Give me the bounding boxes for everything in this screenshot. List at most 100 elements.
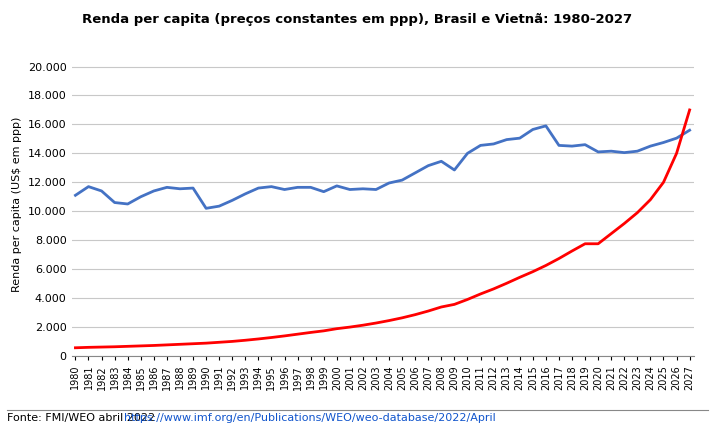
Text: Renda per capita (preços constantes em ppp), Brasil e Vietnã: 1980-2027: Renda per capita (preços constantes em p…	[82, 13, 633, 26]
Vietnã	[293, 332, 302, 337]
Vietnã	[162, 342, 171, 348]
Brasil	[332, 183, 341, 188]
Brasil	[137, 194, 145, 199]
Brasil	[202, 206, 210, 211]
Brasil	[306, 185, 315, 190]
Brasil	[345, 187, 354, 192]
Brasil	[424, 163, 433, 168]
Brasil	[149, 188, 158, 194]
Brasil	[320, 189, 328, 194]
Vietnã	[176, 342, 184, 347]
Brasil	[450, 168, 459, 173]
Vietnã	[633, 210, 641, 215]
Brasil	[359, 186, 368, 191]
Brasil	[162, 185, 171, 190]
Brasil	[228, 198, 237, 203]
Brasil	[607, 148, 616, 154]
Vietnã	[267, 335, 276, 340]
Brasil	[124, 201, 132, 207]
Vietnã	[254, 336, 262, 342]
Vietnã	[659, 180, 668, 185]
Brasil	[267, 184, 276, 189]
Brasil	[280, 187, 289, 192]
Brasil	[489, 141, 498, 147]
Brasil	[110, 200, 119, 205]
Vietnã	[411, 312, 420, 317]
Vietnã	[137, 343, 145, 349]
Brasil	[594, 149, 603, 155]
Vietnã	[241, 338, 250, 343]
Brasil	[398, 178, 406, 183]
Vietnã	[607, 231, 616, 236]
Vietnã	[149, 343, 158, 348]
Vietnã	[71, 345, 79, 350]
Vietnã	[320, 328, 328, 333]
Brasil	[241, 191, 250, 197]
Brasil	[659, 140, 668, 145]
Brasil	[254, 185, 262, 191]
Brasil	[476, 143, 485, 148]
Brasil	[555, 143, 563, 148]
Brasil	[672, 135, 681, 141]
Vietnã	[450, 302, 459, 307]
Vietnã	[516, 275, 524, 280]
Vietnã	[306, 330, 315, 335]
Y-axis label: Renda per capita (US$ em ppp): Renda per capita (US$ em ppp)	[12, 116, 22, 292]
Vietnã	[215, 340, 224, 345]
Brasil	[437, 159, 445, 164]
Vietnã	[332, 326, 341, 331]
Brasil	[372, 187, 380, 192]
Brasil	[646, 144, 655, 149]
Brasil	[568, 144, 576, 149]
Vietnã	[189, 341, 197, 346]
Brasil	[581, 142, 589, 147]
Vietnã	[372, 320, 380, 326]
Vietnã	[398, 315, 406, 320]
Vietnã	[541, 263, 550, 268]
Brasil	[385, 181, 393, 186]
Vietnã	[489, 286, 498, 292]
Vietnã	[476, 291, 485, 296]
Text: https://www.imf.org/en/Publications/WEO/weo-database/2022/April: https://www.imf.org/en/Publications/WEO/…	[124, 413, 496, 423]
Brasil	[633, 148, 641, 154]
Vietnã	[686, 107, 694, 112]
Vietnã	[110, 344, 119, 349]
Vietnã	[124, 344, 132, 349]
Vietnã	[620, 221, 628, 226]
Vietnã	[84, 345, 93, 350]
Vietnã	[581, 241, 589, 247]
Vietnã	[672, 151, 681, 156]
Brasil	[176, 186, 184, 191]
Vietnã	[359, 322, 368, 328]
Vietnã	[646, 197, 655, 202]
Vietnã	[228, 339, 237, 344]
Vietnã	[568, 248, 576, 253]
Vietnã	[463, 297, 472, 302]
Vietnã	[345, 325, 354, 330]
Brasil	[686, 128, 694, 133]
Vietnã	[424, 309, 433, 314]
Vietnã	[503, 281, 511, 286]
Vietnã	[555, 256, 563, 261]
Vietnã	[528, 269, 537, 274]
Vietnã	[202, 341, 210, 346]
Brasil	[411, 170, 420, 175]
Vietnã	[385, 318, 393, 323]
Brasil	[189, 185, 197, 191]
Vietnã	[97, 345, 106, 350]
Brasil	[463, 151, 472, 156]
Brasil	[528, 127, 537, 132]
Brasil	[84, 184, 93, 189]
Vietnã	[437, 304, 445, 309]
Line: Vietnã: Vietnã	[75, 110, 690, 348]
Vietnã	[594, 241, 603, 247]
Brasil	[541, 123, 550, 128]
Brasil	[503, 137, 511, 142]
Brasil	[516, 135, 524, 141]
Line: Brasil: Brasil	[75, 126, 690, 208]
Brasil	[97, 188, 106, 194]
Vietnã	[280, 333, 289, 339]
Brasil	[620, 150, 628, 155]
Brasil	[71, 193, 79, 198]
Brasil	[293, 185, 302, 190]
